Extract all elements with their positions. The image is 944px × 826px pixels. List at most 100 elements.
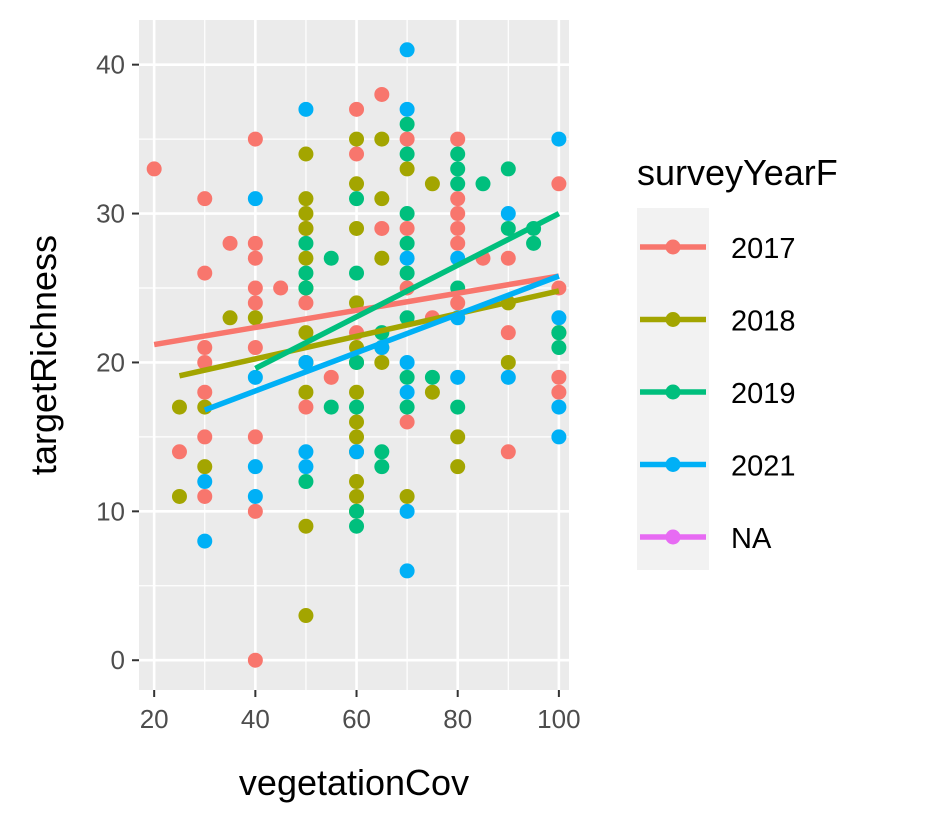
- data-point-2019: [349, 191, 365, 207]
- data-point-2018: [197, 459, 213, 475]
- x-axis: 20 40 60 80 100: [140, 690, 581, 734]
- data-point-2021: [399, 563, 415, 579]
- data-point-2017: [171, 444, 187, 460]
- legend-label: 2018: [731, 306, 796, 338]
- legend-title: surveyYearF: [637, 152, 838, 193]
- data-point-2019: [323, 250, 339, 266]
- data-point-2018: [298, 191, 314, 207]
- legend: surveyYearF 2017 2018 2019 2021 NA: [637, 152, 838, 570]
- data-point-2019: [551, 325, 567, 341]
- data-point-2019: [450, 146, 466, 162]
- data-point-2017: [197, 191, 213, 207]
- data-point-2018: [171, 399, 187, 415]
- data-point-2018: [374, 131, 390, 147]
- data-point-2018: [349, 131, 365, 147]
- data-point-2019: [323, 399, 339, 415]
- data-point-2021: [247, 459, 263, 475]
- data-point-2019: [450, 161, 466, 177]
- data-point-2021: [399, 250, 415, 266]
- data-point-2019: [349, 354, 365, 370]
- data-point-2017: [450, 295, 466, 311]
- data-point-2017: [146, 161, 162, 177]
- legend-label: NA: [731, 523, 772, 555]
- data-point-2021: [298, 444, 314, 460]
- trend-line-2019: [254, 211, 561, 371]
- trend-line-2021: [203, 273, 560, 413]
- data-point-2017: [323, 369, 339, 385]
- data-point-2019: [450, 176, 466, 192]
- legend-key-point-NA: [665, 529, 681, 545]
- y-axis-title: targetRichness: [23, 235, 64, 475]
- data-point-2021: [247, 369, 263, 385]
- data-point-2018: [171, 488, 187, 504]
- x-tick-label: 80: [443, 704, 472, 734]
- data-point-2019: [500, 220, 516, 236]
- data-point-2018: [374, 250, 390, 266]
- data-point-2018: [424, 176, 440, 192]
- x-tick-label: 20: [140, 704, 169, 734]
- data-point-2017: [197, 265, 213, 281]
- data-point-2017: [500, 444, 516, 460]
- data-point-2018: [349, 176, 365, 192]
- data-point-2017: [197, 354, 213, 370]
- legend-key-point-2017: [665, 239, 681, 255]
- data-point-2019: [399, 116, 415, 132]
- data-point-2017: [273, 280, 289, 296]
- data-point-2017: [197, 488, 213, 504]
- data-point-2021: [247, 191, 263, 207]
- legend-key-point-2019: [665, 384, 681, 400]
- data-point-2021: [298, 459, 314, 475]
- data-point-2021: [399, 101, 415, 117]
- x-tick-label: 40: [241, 704, 270, 734]
- data-point-2021: [551, 399, 567, 415]
- data-point-2017: [450, 131, 466, 147]
- data-point-2019: [349, 518, 365, 534]
- data-point-2018: [374, 354, 390, 370]
- data-point-2017: [247, 131, 263, 147]
- data-point-2017: [551, 369, 567, 385]
- data-point-2017: [551, 176, 567, 192]
- data-point-2018: [298, 250, 314, 266]
- data-point-2019: [349, 503, 365, 519]
- data-point-2017: [247, 503, 263, 519]
- data-point-2018: [349, 429, 365, 445]
- data-point-2021: [197, 474, 213, 490]
- data-point-2021: [500, 206, 516, 222]
- data-point-2017: [298, 295, 314, 311]
- data-point-2017: [450, 235, 466, 251]
- data-point-2017: [349, 101, 365, 117]
- data-point-2019: [374, 459, 390, 475]
- data-point-2017: [247, 235, 263, 251]
- data-point-2017: [500, 250, 516, 266]
- data-point-2017: [247, 250, 263, 266]
- legend-label: 2019: [731, 378, 796, 410]
- data-point-2021: [247, 488, 263, 504]
- data-point-2018: [349, 488, 365, 504]
- x-axis-title: vegetationCov: [239, 762, 469, 803]
- data-point-2019: [475, 176, 491, 192]
- data-point-2021: [551, 310, 567, 326]
- data-point-2018: [349, 414, 365, 430]
- data-point-2017: [349, 146, 365, 162]
- data-point-2018: [399, 488, 415, 504]
- data-point-2017: [298, 399, 314, 415]
- data-point-2018: [298, 146, 314, 162]
- data-point-2018: [374, 191, 390, 207]
- data-point-2021: [298, 354, 314, 370]
- data-point-2017: [197, 429, 213, 445]
- data-point-2018: [349, 295, 365, 311]
- trend-line-2018: [178, 288, 560, 379]
- data-point-2017: [500, 325, 516, 341]
- y-tick-label: 30: [96, 199, 125, 229]
- data-point-2018: [349, 384, 365, 400]
- data-point-2018: [399, 161, 415, 177]
- data-point-2021: [551, 429, 567, 445]
- data-point-2019: [298, 265, 314, 281]
- data-point-2018: [298, 518, 314, 534]
- data-point-2018: [298, 325, 314, 341]
- data-point-2017: [399, 414, 415, 430]
- data-point-2017: [222, 235, 238, 251]
- data-point-2019: [374, 444, 390, 460]
- data-point-2017: [247, 295, 263, 311]
- data-point-2018: [298, 206, 314, 222]
